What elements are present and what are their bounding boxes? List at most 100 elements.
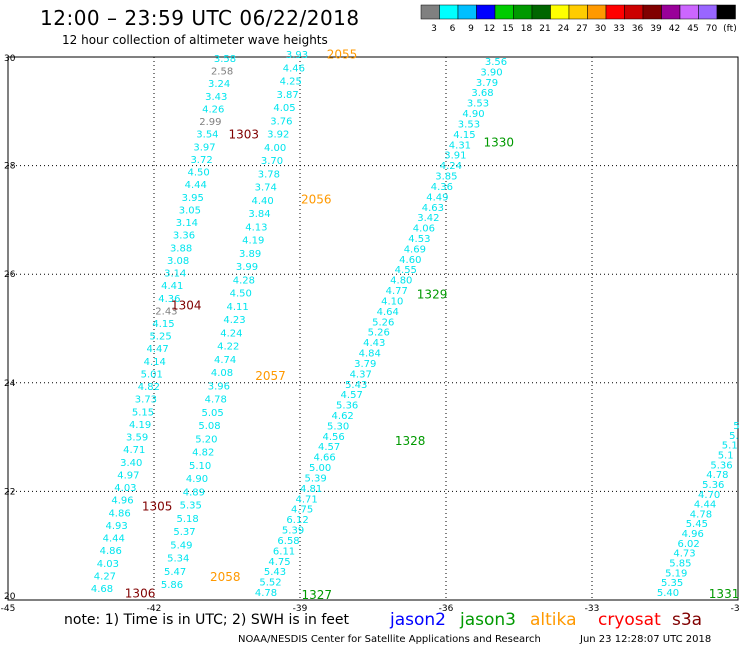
map-grid [8, 57, 738, 600]
wave-height-value: 5.30 [327, 421, 349, 432]
wave-height-value: 4.86 [100, 546, 122, 557]
wave-height-value: 3.24 [208, 79, 230, 90]
wave-height-value: 3.42 [417, 213, 439, 224]
lat-tick-label: 28 [4, 162, 16, 172]
wave-height-value: 3.68 [471, 88, 493, 99]
colorbar-swatch [476, 4, 496, 20]
colorbar-swatch [716, 4, 736, 20]
lat-tick-label: 26 [4, 270, 16, 280]
colorbar-swatch [550, 4, 570, 20]
wave-height-value: 4.81 [300, 484, 322, 495]
colorbar-swatch [698, 4, 718, 20]
footer-note: note: 1) Time is in UTC; 2) SWH is in fe… [64, 612, 350, 628]
wave-height-value: 3.54 [196, 130, 218, 141]
wave-height-value: 5.39 [304, 473, 326, 484]
colorbar-swatch [531, 4, 551, 20]
lon-tick-label: -30 [731, 604, 740, 614]
wave-height-value: 4.19 [129, 420, 151, 431]
colorbar-swatch [661, 4, 681, 20]
wave-height-value: 3.89 [239, 249, 261, 260]
wave-height-value: 4.70 [698, 490, 720, 501]
wave-height-value: 3.70 [261, 156, 283, 167]
colorbar-label: 3 [431, 24, 437, 34]
lat-tick-label: 24 [4, 379, 16, 389]
wave-height-value: 4.36 [431, 182, 453, 193]
wave-height-value: 4.36 [158, 294, 180, 305]
wave-height-value: 4.44 [185, 180, 207, 191]
lat-tick-label: 22 [4, 487, 15, 497]
wave-height-value: 5.35 [180, 501, 202, 512]
lat-tick-label: 30 [4, 54, 16, 64]
wave-height-value: 5.05 [201, 408, 223, 419]
lon-tick-label: -33 [585, 604, 600, 614]
colorbar-label: 45 [687, 24, 698, 34]
wave-height-value: 6.11 [273, 546, 295, 557]
wave-height-value: 3.53 [467, 99, 489, 110]
pass-number-label: 2057 [255, 369, 286, 383]
colorbar-swatch [642, 4, 662, 20]
wave-height-value: 3.96 [208, 381, 230, 392]
wave-height-value: 4.00 [264, 143, 286, 154]
wave-height-value: 4.69 [404, 244, 426, 255]
wave-height-value: 4.15 [152, 319, 174, 330]
colorbar-label: 9 [468, 24, 474, 34]
wave-height-value: 6.58 [277, 536, 299, 547]
wave-height-value: 5.43 [345, 380, 367, 391]
wave-height-value: 3.90 [480, 67, 502, 78]
wave-height-value: 5.52 [259, 578, 281, 589]
wave-height-value: 3.97 [193, 142, 215, 153]
wave-height-value: 3.99 [236, 262, 258, 273]
map-subtitle: 12 hour collection of altimeter wave hei… [62, 33, 328, 47]
wave-height-value: 5.45 [686, 519, 708, 530]
wave-height-value: 5.47 [164, 567, 186, 578]
wave-height-value: 2.43 [155, 306, 177, 317]
wave-height-value: 5.26 [368, 328, 390, 339]
wave-height-value: 4.22 [217, 342, 239, 353]
pass-number-label: 2055 [327, 48, 358, 62]
colorbar-label: 27 [576, 24, 587, 34]
wave-height-value: 4.26 [202, 104, 224, 115]
axis-ticks: -45 -42 -39 -36 -33 -30 20 22 24 26 28 30 [1, 54, 740, 614]
wave-height-value: 4.03 [97, 559, 119, 570]
wave-height-value: 4.96 [111, 496, 133, 507]
wave-height-value: 5.49 [170, 540, 192, 551]
wave-height-value: 3.93 [286, 50, 308, 61]
wave-height-value: 2.58 [211, 67, 233, 78]
wave-height-value: 3.08 [167, 256, 189, 267]
wave-height-value: 5.35 [661, 578, 683, 589]
wave-height-value: 4.84 [359, 349, 381, 360]
wave-height-value: 5.26 [372, 317, 394, 328]
wave-height-value: 4.71 [295, 494, 317, 505]
wave-height-value: 4.23 [223, 315, 245, 326]
wave-height-value: 4.19 [242, 236, 264, 247]
wave-height-value: 5.20 [195, 434, 217, 445]
wave-height-value: 4.11 [226, 302, 248, 313]
wave-height-value: 4.80 [390, 276, 412, 287]
wave-height-value: 4.13 [245, 222, 267, 233]
colorbar-label: 70 [706, 24, 718, 34]
wave-height-value: 4.73 [673, 549, 695, 560]
wave-height-value: 3.58 [214, 54, 236, 65]
wave-height-value: 4.60 [399, 255, 421, 266]
wave-height-value: 3.76 [270, 116, 292, 127]
wave-height-value: 4.71 [123, 445, 145, 456]
legend-jason2: jason2 [390, 610, 446, 630]
wave-height-value: 5.36 [710, 460, 732, 471]
legend-cryosat: cryosat [598, 610, 661, 630]
wave-height-value: 4.75 [291, 505, 313, 516]
pass-number-label: 1327 [301, 588, 332, 602]
wave-height-value: 3.05 [179, 205, 201, 216]
wave-height-value: 5. [733, 421, 740, 432]
wave-height-value: 5.10 [189, 461, 211, 472]
wave-height-value: 4.90 [186, 474, 208, 485]
wave-height-value: 3.85 [435, 172, 457, 183]
wave-height-value: 3.95 [182, 193, 204, 204]
colorbar-swatch [587, 4, 607, 20]
wave-height-value: 3.84 [248, 209, 270, 220]
wave-height-value: 5.34 [167, 554, 189, 565]
wave-height-value: 4.08 [211, 368, 233, 379]
wave-height-value: 5.1 [718, 450, 734, 461]
wave-height-value: 4.78 [255, 588, 277, 599]
pass-number-label: 1331 [709, 587, 740, 601]
